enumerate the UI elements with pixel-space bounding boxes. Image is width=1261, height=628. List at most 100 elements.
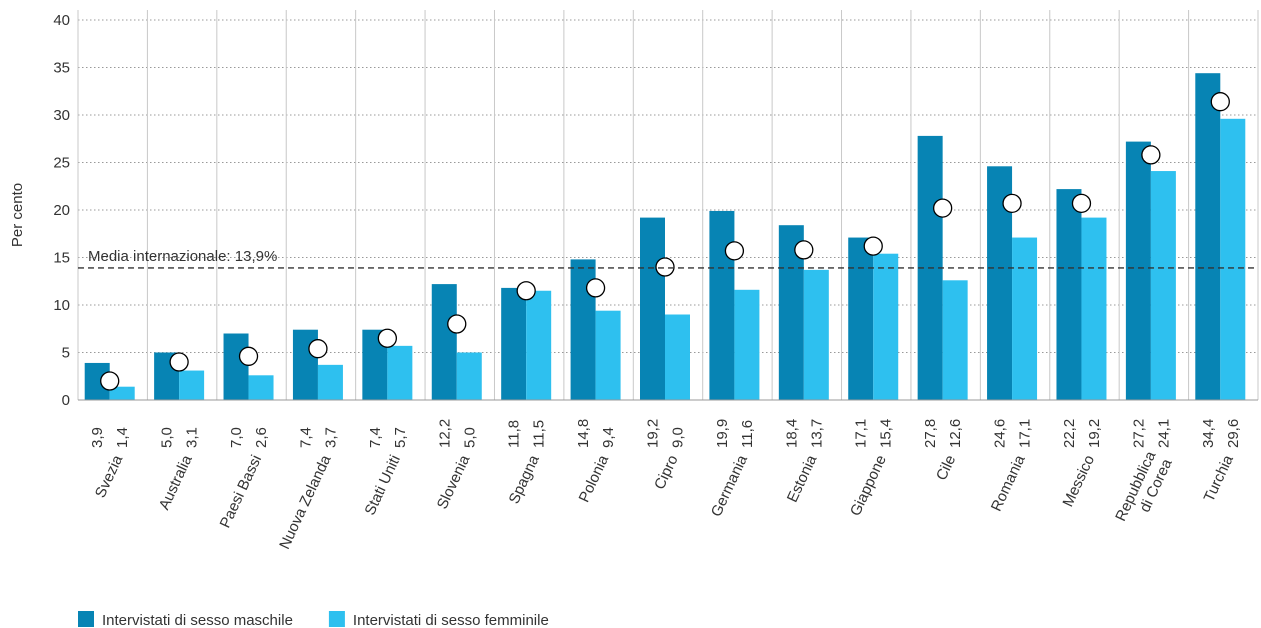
value-label: 27,8 (922, 419, 939, 448)
value-label: 19,9 (714, 419, 731, 448)
bar (387, 345, 413, 400)
marker (655, 257, 675, 277)
value-label: 5,7 (392, 427, 409, 448)
value-label: 19,2 (1086, 419, 1103, 448)
bar (456, 352, 482, 400)
marker (585, 278, 606, 298)
value-label: 9,0 (670, 427, 687, 448)
bar (873, 253, 899, 400)
marker (169, 352, 189, 372)
x-tick-label: Paesi Bassi (217, 453, 266, 531)
value-label: 24,1 (1155, 419, 1172, 448)
y-tick-label: 0 (62, 392, 70, 409)
y-tick-label: 35 (53, 60, 70, 77)
marker (308, 339, 328, 359)
marker (100, 371, 120, 391)
value-label: 1,4 (114, 427, 131, 448)
x-tick-label: Estonia (784, 452, 821, 505)
marker (377, 328, 398, 348)
x-tick-label: Turchia (1201, 452, 1238, 505)
bar (179, 370, 205, 400)
value-label: 2,6 (253, 427, 270, 448)
y-axis-label: Per cento (9, 183, 26, 247)
value-label: 22,2 (1061, 419, 1078, 448)
value-label: 15,4 (878, 419, 895, 448)
y-tick-label: 20 (53, 202, 70, 219)
value-label: 18,4 (783, 419, 800, 448)
bar (431, 284, 457, 400)
bar (640, 217, 665, 400)
bar (109, 386, 135, 400)
y-tick-label: 30 (53, 107, 70, 124)
x-tick-label: Stati Uniti (361, 453, 404, 518)
value-label: 5,0 (461, 427, 478, 448)
marker (794, 240, 814, 260)
value-label: 7,4 (367, 427, 384, 448)
bar (1195, 73, 1221, 400)
value-label: 7,0 (228, 427, 245, 448)
x-tick-label: Slovenia (434, 452, 474, 512)
value-label: 14,8 (575, 419, 592, 448)
value-label: 17,1 (1017, 419, 1034, 448)
bar (1220, 118, 1246, 401)
value-label: 9,4 (600, 427, 617, 448)
value-label: 12,6 (947, 419, 964, 448)
x-tick-label: Cipro (651, 453, 682, 493)
x-tick-label: Messico (1059, 453, 1098, 510)
value-label: 12,2 (436, 419, 453, 448)
value-label: 19,2 (645, 419, 662, 448)
value-label: 17,1 (853, 419, 870, 448)
bar (942, 280, 968, 400)
x-tick-label: Repubblicadi Corea (1112, 448, 1176, 531)
value-label: 13,7 (808, 419, 825, 448)
bar (1150, 171, 1176, 400)
bar (1012, 237, 1038, 400)
bar (501, 287, 527, 400)
value-label: 3,7 (322, 427, 339, 448)
marker (1141, 145, 1161, 165)
value-label: 11,8 (506, 420, 523, 448)
value-label: 27,2 (1130, 419, 1147, 448)
x-tick-label: Germania (708, 452, 752, 519)
marker (1210, 92, 1230, 112)
bar (223, 333, 249, 400)
bar (1125, 141, 1151, 400)
x-tick-label: Spagna (506, 452, 544, 507)
value-label: 11,6 (739, 420, 756, 448)
bar (848, 237, 874, 400)
marker (447, 314, 467, 334)
value-label: 3,9 (89, 427, 106, 448)
legend-swatch (78, 611, 94, 627)
bar (1081, 217, 1107, 400)
marker (863, 236, 883, 256)
value-label: 7,4 (297, 427, 314, 448)
legend-label: Intervistati di sesso femminile (353, 612, 549, 628)
x-tick-label: Romania (988, 452, 1029, 514)
y-tick-label: 25 (53, 155, 70, 172)
bar (248, 375, 274, 400)
value-label: 5,0 (159, 427, 176, 448)
x-tick-label: Cile (933, 453, 959, 484)
y-tick-label: 15 (53, 250, 70, 267)
y-tick-label: 40 (53, 12, 70, 29)
bar (803, 269, 829, 400)
value-label: 29,6 (1225, 419, 1242, 448)
y-tick-label: 5 (62, 345, 70, 362)
x-tick-label: Australia (156, 452, 196, 513)
y-tick-label: 10 (53, 297, 70, 314)
marker (516, 281, 536, 301)
bar (734, 289, 760, 400)
x-tick-label: Svezia (92, 452, 127, 501)
bar (317, 364, 343, 400)
bar (1056, 189, 1082, 400)
bar (709, 210, 735, 400)
marker (1071, 193, 1092, 214)
value-label: 24,6 (992, 419, 1009, 448)
marker (238, 346, 259, 366)
value-label: 3,1 (184, 427, 201, 448)
bar (665, 314, 690, 400)
reference-label: Media internazionale: 13,9% (88, 248, 277, 265)
value-label: 34,4 (1200, 419, 1217, 448)
bar (595, 310, 621, 400)
